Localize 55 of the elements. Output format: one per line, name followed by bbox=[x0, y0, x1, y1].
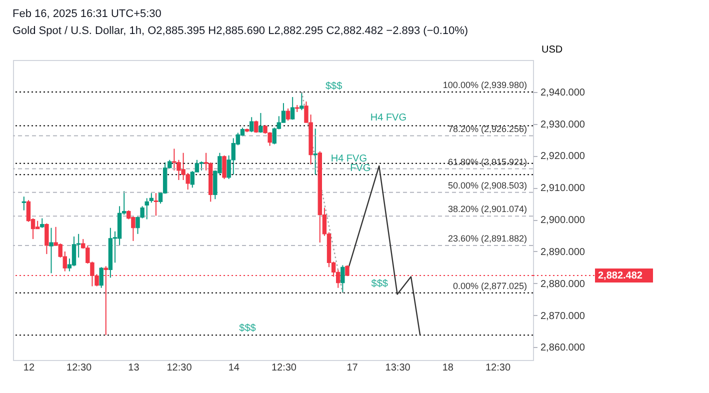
candlestick bbox=[313, 128, 318, 176]
x-tick-label: 13 bbox=[128, 362, 140, 374]
candlestick bbox=[286, 108, 290, 122]
candlestick bbox=[72, 236, 76, 267]
candlestick bbox=[149, 192, 154, 204]
candlestick bbox=[154, 192, 158, 216]
candlestick bbox=[290, 96, 295, 120]
x-tick-label: 12:30 bbox=[166, 362, 192, 374]
x-tick-label: 12 bbox=[23, 362, 35, 374]
candlestick bbox=[340, 264, 345, 294]
candlestick bbox=[222, 154, 226, 180]
y-tick-label: 2,910.000 bbox=[540, 183, 586, 194]
candlestick bbox=[40, 218, 44, 228]
x-tick-label: 12:30 bbox=[66, 362, 92, 374]
x-tick-label: 18 bbox=[442, 362, 454, 374]
annotation: $$$ bbox=[325, 81, 343, 92]
y-tick-label: 2,900.000 bbox=[540, 215, 586, 226]
annotation: H4 FVG bbox=[370, 112, 407, 124]
candlestick bbox=[250, 116, 254, 133]
ref-line-label: 2,882.482 bbox=[598, 270, 643, 282]
y-tick-label: 2,920.000 bbox=[540, 151, 586, 162]
candlestick bbox=[99, 266, 104, 288]
candlestick bbox=[300, 91, 304, 111]
ref-line-label: 0.00% (2,877.025) bbox=[452, 280, 527, 291]
y-tick-label: 2,860.000 bbox=[540, 342, 586, 354]
annotation: $$$ bbox=[239, 322, 256, 334]
candlestick bbox=[258, 112, 263, 134]
candlestick bbox=[49, 227, 54, 274]
x-tick-label: 13:30 bbox=[385, 362, 411, 374]
ref-line-label: 23.60% (2,891.882) bbox=[448, 233, 527, 244]
x-tick-label: 14 bbox=[228, 362, 240, 374]
ref-line-label: 38.20% (2,901.074) bbox=[448, 204, 527, 214]
annotation: H4 FVG bbox=[330, 153, 368, 164]
ref-line-label: 78.20% (2,926.256) bbox=[448, 124, 527, 134]
y-tick-label: 2,880.000 bbox=[540, 278, 586, 290]
chart-title: Feb 16, 2025 16:31 UTC+5:30 bbox=[12, 8, 162, 20]
x-tick-label: 17 bbox=[346, 362, 358, 374]
ref-line-label: 50.00% (2,908.503) bbox=[448, 180, 527, 190]
y-tick-label: 2,890.000 bbox=[540, 246, 586, 258]
annotation: $$$ bbox=[371, 278, 388, 290]
y-axis-title: USD bbox=[542, 44, 563, 56]
x-tick-label: 12:30 bbox=[485, 362, 511, 374]
y-tick-label: 2,930.000 bbox=[540, 119, 586, 130]
x-tick-label: 12:30 bbox=[271, 362, 297, 374]
line-series bbox=[346, 165, 421, 336]
chart-subtitle: Gold Spot / U.S. Dollar, 1h, O2,885.395 H2,885.690 L2,882.295 C2,882.482 −2.893 (−0.10%) bbox=[12, 25, 468, 37]
candlestick bbox=[44, 222, 49, 255]
candlestick bbox=[254, 120, 258, 134]
candlestick bbox=[22, 196, 26, 211]
ref-line-label: 61.80% (2,915.921) bbox=[448, 156, 527, 167]
y-tick-label: 2,870.000 bbox=[540, 310, 586, 322]
candlestick bbox=[144, 198, 149, 220]
ref-line-label: 100.00% (2,939.980) bbox=[442, 80, 527, 90]
y-tick-label: 2,940.000 bbox=[540, 87, 586, 98]
annotation: FVG bbox=[350, 163, 371, 174]
